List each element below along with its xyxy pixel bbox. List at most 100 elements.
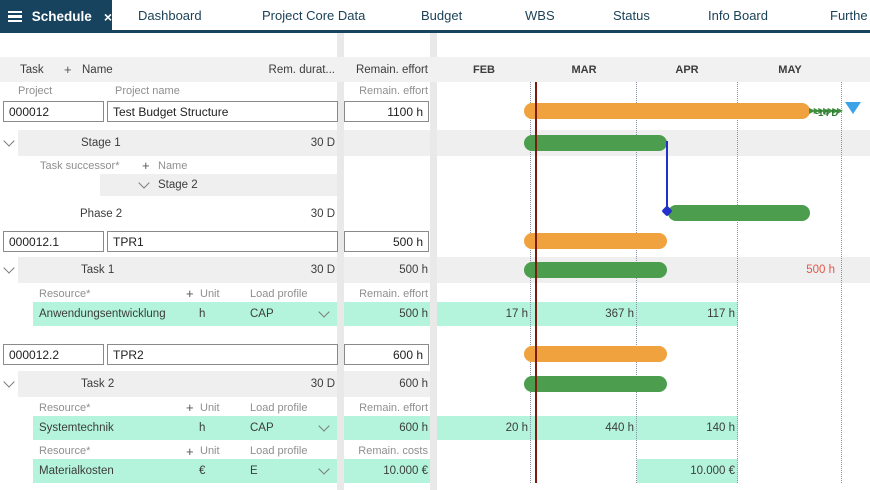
resource2-feb-value[interactable]: 20 h: [505, 422, 528, 434]
rem-effort-col: Remain. effort: [359, 287, 428, 300]
add-successor-button[interactable]: +: [142, 158, 150, 173]
chevron-down-icon[interactable]: [138, 174, 150, 196]
resource2-unit[interactable]: h: [199, 422, 206, 434]
task-band: [18, 257, 337, 283]
resource2-effort[interactable]: 600 h: [399, 422, 428, 434]
month-label-mar: MAR: [571, 63, 597, 76]
month-gridline: [636, 82, 637, 483]
resource1-effort[interactable]: 500 h: [399, 308, 428, 320]
resource1-unit[interactable]: h: [199, 308, 206, 320]
resource1-name[interactable]: Anwendungsentwicklung: [39, 308, 166, 320]
dropdown-chevron-icon[interactable]: [318, 416, 330, 440]
task2-duration[interactable]: 30 D: [310, 378, 335, 390]
successor-band: [100, 174, 337, 196]
resource-band: [33, 302, 337, 326]
tab-budget[interactable]: Budget: [421, 7, 463, 23]
gantt-bar-task1[interactable]: [524, 262, 667, 278]
project-subheader-row: Project Project name Remain. effort: [0, 82, 870, 99]
project-code-input[interactable]: 000012: [3, 101, 104, 122]
resource1-feb-value[interactable]: 17 h: [505, 308, 528, 320]
tpr2-code-input[interactable]: 000012.2: [3, 344, 104, 365]
load-profile-col: Load profile: [250, 445, 308, 457]
tab-status[interactable]: Status: [613, 7, 650, 23]
resource-band: [344, 416, 430, 440]
resource3-unit[interactable]: €: [199, 465, 206, 477]
phase2-label[interactable]: Phase 2: [80, 208, 123, 220]
close-icon[interactable]: ×: [103, 8, 112, 25]
resource2-name[interactable]: Systemtechnik: [39, 422, 114, 434]
col-name: Name: [82, 63, 113, 76]
resource-band: [344, 302, 430, 326]
gantt-bar-task2[interactable]: [524, 376, 667, 392]
task-band: [344, 371, 430, 397]
column-separator: [337, 33, 344, 490]
dropdown-chevron-icon[interactable]: [318, 459, 330, 483]
resource1-mar-value[interactable]: 367 h: [605, 308, 634, 320]
tpr1-name-input[interactable]: TPR1: [107, 231, 338, 252]
resource1-apr-value[interactable]: 117 h: [707, 308, 735, 320]
expander-icon[interactable]: [3, 130, 15, 156]
task1-overload-value: 500 h: [806, 264, 835, 276]
resource2-row: Systemtechnik h CAP 600 h 20 h 440 h 140…: [0, 416, 870, 440]
successor-col-name: Name: [158, 159, 188, 172]
tab-schedule[interactable]: Schedule ×: [0, 0, 112, 33]
stage1-duration[interactable]: 30 D: [310, 137, 335, 149]
project-name-input[interactable]: Test Budget Structure: [107, 101, 338, 122]
resource2-mar-value[interactable]: 440 h: [605, 422, 634, 434]
dependency-connector: [666, 141, 668, 211]
month-label-apr: APR: [675, 63, 699, 76]
task2-effort[interactable]: 600 h: [399, 378, 428, 390]
resource1-load-profile[interactable]: CAP: [250, 308, 274, 320]
stage-band: [18, 130, 337, 156]
add-resource-button[interactable]: +: [186, 400, 194, 415]
task1-label[interactable]: Task 1: [81, 264, 115, 276]
project-effort-input[interactable]: 1100 h: [344, 101, 429, 122]
tab-project-core-data[interactable]: Project Core Data: [262, 7, 366, 23]
gantt-bar-tpr1[interactable]: [524, 233, 667, 249]
successor-header-row: Task successor* + Name: [0, 157, 870, 174]
gantt-bar-project[interactable]: [524, 103, 810, 119]
resource-gantt-band: [437, 302, 738, 326]
resource2-load-profile[interactable]: CAP: [250, 422, 274, 434]
tpr1-code-input[interactable]: 000012.1: [3, 231, 104, 252]
resource-header-row: Resource* + Unit Load profile Remain. ef…: [0, 285, 870, 302]
col-rem-effort: Remain. effort: [355, 63, 428, 76]
resource3-load-profile[interactable]: E: [250, 465, 258, 477]
resource3-name[interactable]: Materialkosten: [39, 465, 114, 477]
task1-duration[interactable]: 30 D: [310, 264, 335, 276]
tpr2-name-input[interactable]: TPR2: [107, 344, 338, 365]
resource3-costs[interactable]: 10.000 €: [383, 465, 428, 477]
month-label-feb: FEB: [473, 63, 495, 76]
tpr2-effort-input[interactable]: 600 h: [344, 344, 429, 365]
tpr1-effort-input[interactable]: 500 h: [344, 231, 429, 252]
expander-icon[interactable]: [3, 371, 15, 397]
dropdown-chevron-icon[interactable]: [318, 302, 330, 326]
add-resource-button[interactable]: +: [186, 286, 194, 301]
expander-icon[interactable]: [3, 257, 15, 283]
subcol-project-name: Project name: [115, 84, 180, 97]
task1-effort[interactable]: 500 h: [399, 264, 428, 276]
resource-header-row: Resource* + Unit Load profile Remain. ef…: [0, 399, 870, 416]
stage2-label[interactable]: Stage 2: [158, 179, 198, 191]
col-task: Task: [20, 63, 44, 76]
tab-wbs[interactable]: WBS: [525, 7, 555, 23]
gantt-bar-stage1[interactable]: [524, 135, 667, 151]
tab-dashboard[interactable]: Dashboard: [138, 7, 202, 23]
deadline-marker-icon[interactable]: [845, 102, 861, 114]
gantt-bar-phase2[interactable]: [668, 205, 810, 221]
tab-info-board[interactable]: Info Board: [708, 7, 768, 23]
add-column-button[interactable]: +: [64, 62, 72, 77]
gantt-bar-tpr2[interactable]: [524, 346, 667, 362]
phase2-duration[interactable]: 30 D: [310, 208, 335, 220]
resource3-apr-value[interactable]: 10.000 €: [690, 465, 735, 477]
unit-col: Unit: [200, 445, 220, 457]
task2-label[interactable]: Task 2: [81, 378, 115, 390]
menu-icon[interactable]: [8, 10, 22, 23]
subcol-project: Project: [18, 84, 53, 97]
resource2-apr-value[interactable]: 140 h: [706, 422, 735, 434]
add-resource-button[interactable]: +: [186, 443, 194, 459]
tab-further[interactable]: Furthe: [830, 7, 868, 23]
rem-effort-col: Remain. effort: [359, 401, 428, 414]
stage1-label[interactable]: Stage 1: [81, 137, 121, 149]
